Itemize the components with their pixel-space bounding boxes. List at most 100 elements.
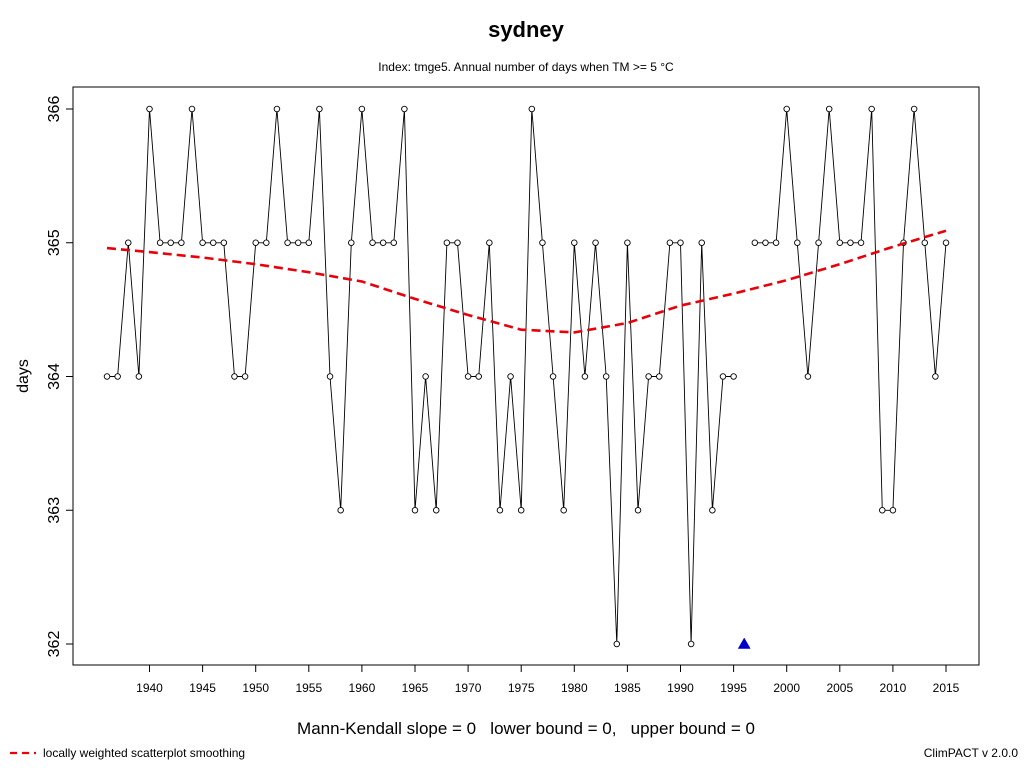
y-tick-label-364: 364 bbox=[46, 363, 63, 390]
chart-subtitle: Index: tmge5. Annual number of days when… bbox=[378, 60, 674, 74]
data-point-1982 bbox=[592, 239, 599, 246]
data-point-1986 bbox=[634, 507, 642, 514]
data-point-2009 bbox=[879, 507, 886, 514]
data-point-1968 bbox=[443, 239, 451, 246]
x-tick-label-1995: 1995 bbox=[720, 681, 747, 695]
x-tick-label-1955: 1955 bbox=[295, 681, 322, 695]
data-point-1989 bbox=[666, 239, 674, 246]
data-point-1993 bbox=[709, 507, 716, 514]
data-point-1999 bbox=[772, 239, 780, 246]
data-point-1950 bbox=[252, 239, 259, 246]
data-point-1948 bbox=[231, 373, 238, 380]
data-point-1984 bbox=[613, 640, 621, 648]
y-tick-label-363: 363 bbox=[46, 497, 63, 524]
data-point-1940 bbox=[146, 105, 153, 113]
data-point-1990 bbox=[677, 239, 684, 246]
data-point-1997 bbox=[751, 239, 759, 246]
y-tick-label-365: 365 bbox=[46, 229, 63, 256]
x-tick-label-1945: 1945 bbox=[189, 681, 216, 695]
data-point-1946 bbox=[209, 239, 217, 246]
data-point-1988 bbox=[656, 373, 663, 380]
data-point-1971 bbox=[475, 373, 482, 380]
x-tick-label-1950: 1950 bbox=[242, 681, 269, 695]
data-point-1949 bbox=[241, 373, 249, 380]
data-point-1942 bbox=[167, 239, 174, 246]
data-point-1969 bbox=[454, 239, 461, 246]
x-tick-label-1990: 1990 bbox=[667, 681, 694, 695]
data-point-1956 bbox=[316, 105, 323, 113]
data-point-1937 bbox=[114, 373, 121, 380]
data-point-1970 bbox=[464, 373, 472, 380]
data-point-1953 bbox=[284, 239, 291, 246]
data-point-1991 bbox=[687, 640, 695, 648]
data-point-2008 bbox=[868, 105, 875, 113]
data-point-1951 bbox=[263, 239, 270, 246]
data-point-2004 bbox=[825, 105, 833, 113]
data-point-1954 bbox=[294, 239, 302, 246]
data-point-1941 bbox=[156, 239, 164, 246]
climpact-version: ClimPACT v 2.0.0 bbox=[924, 746, 1019, 760]
x-tick-label-2015: 2015 bbox=[933, 681, 960, 695]
data-point-1967 bbox=[432, 507, 440, 514]
missing-value-marker bbox=[737, 637, 751, 649]
data-point-1939 bbox=[135, 373, 143, 380]
x-tick-label-1980: 1980 bbox=[561, 681, 588, 695]
x-tick-label-2010: 2010 bbox=[880, 681, 907, 695]
y-axis-label: days bbox=[15, 359, 32, 393]
data-point-1983 bbox=[602, 373, 610, 380]
data-point-1994 bbox=[719, 373, 727, 380]
data-point-1978 bbox=[549, 373, 557, 380]
data-point-1995 bbox=[730, 373, 737, 380]
data-point-1936 bbox=[103, 373, 111, 380]
x-tick-label-1965: 1965 bbox=[402, 681, 429, 695]
mann-kendall-stats: Mann-Kendall slope = 0 lower bound = 0, … bbox=[297, 719, 755, 738]
data-point-1998 bbox=[762, 239, 769, 246]
y-tick-label-366: 366 bbox=[46, 96, 63, 123]
series-line-segment bbox=[107, 108, 734, 645]
data-point-1938 bbox=[125, 239, 132, 246]
data-point-1975 bbox=[517, 507, 525, 514]
data-point-1979 bbox=[560, 507, 567, 514]
data-point-1943 bbox=[178, 239, 185, 246]
data-point-1973 bbox=[496, 507, 504, 514]
data-point-2015 bbox=[942, 239, 950, 246]
data-point-2014 bbox=[932, 373, 939, 380]
data-point-1959 bbox=[348, 239, 355, 246]
data-point-1966 bbox=[422, 373, 429, 380]
data-point-1962 bbox=[379, 239, 387, 246]
legend-label-smoothing: locally weighted scatterplot smoothing bbox=[43, 746, 245, 760]
smoothing-curve bbox=[106, 229, 947, 334]
markers bbox=[737, 637, 751, 649]
data-point-1985 bbox=[624, 239, 631, 246]
x-tick-label-1985: 1985 bbox=[614, 681, 641, 695]
smoothing-series bbox=[106, 229, 947, 334]
data-point-1945 bbox=[199, 239, 206, 246]
data-point-1972 bbox=[486, 239, 493, 246]
data-point-2000 bbox=[783, 105, 790, 113]
data-series-points bbox=[103, 105, 950, 648]
x-tick-label-1975: 1975 bbox=[508, 681, 535, 695]
data-point-1964 bbox=[401, 105, 408, 113]
data-point-2003 bbox=[815, 239, 822, 246]
data-point-1974 bbox=[507, 373, 514, 380]
data-point-2013 bbox=[921, 239, 929, 246]
x-tick-label-1970: 1970 bbox=[455, 681, 482, 695]
data-point-1992 bbox=[698, 239, 705, 246]
x-tick-label-2000: 2000 bbox=[773, 681, 800, 695]
plot-frame bbox=[72, 86, 980, 666]
data-point-1963 bbox=[390, 239, 398, 246]
series-line-segment bbox=[754, 108, 947, 511]
x-axis: 1940 1945 1950 1955 1960 1965 1970 1975 1980 1985… bbox=[136, 664, 960, 695]
data-point-1965 bbox=[411, 507, 419, 514]
x-tick-label-1940: 1940 bbox=[136, 681, 163, 695]
data-point-1955 bbox=[305, 239, 313, 246]
data-point-1977 bbox=[539, 239, 546, 246]
x-tick-label-2005: 2005 bbox=[826, 681, 853, 695]
data-point-2001 bbox=[794, 239, 801, 246]
data-point-1980 bbox=[571, 239, 578, 246]
data-point-1944 bbox=[188, 105, 196, 113]
data-point-1987 bbox=[645, 373, 652, 380]
data-point-1960 bbox=[358, 105, 366, 113]
data-point-1981 bbox=[581, 373, 589, 380]
